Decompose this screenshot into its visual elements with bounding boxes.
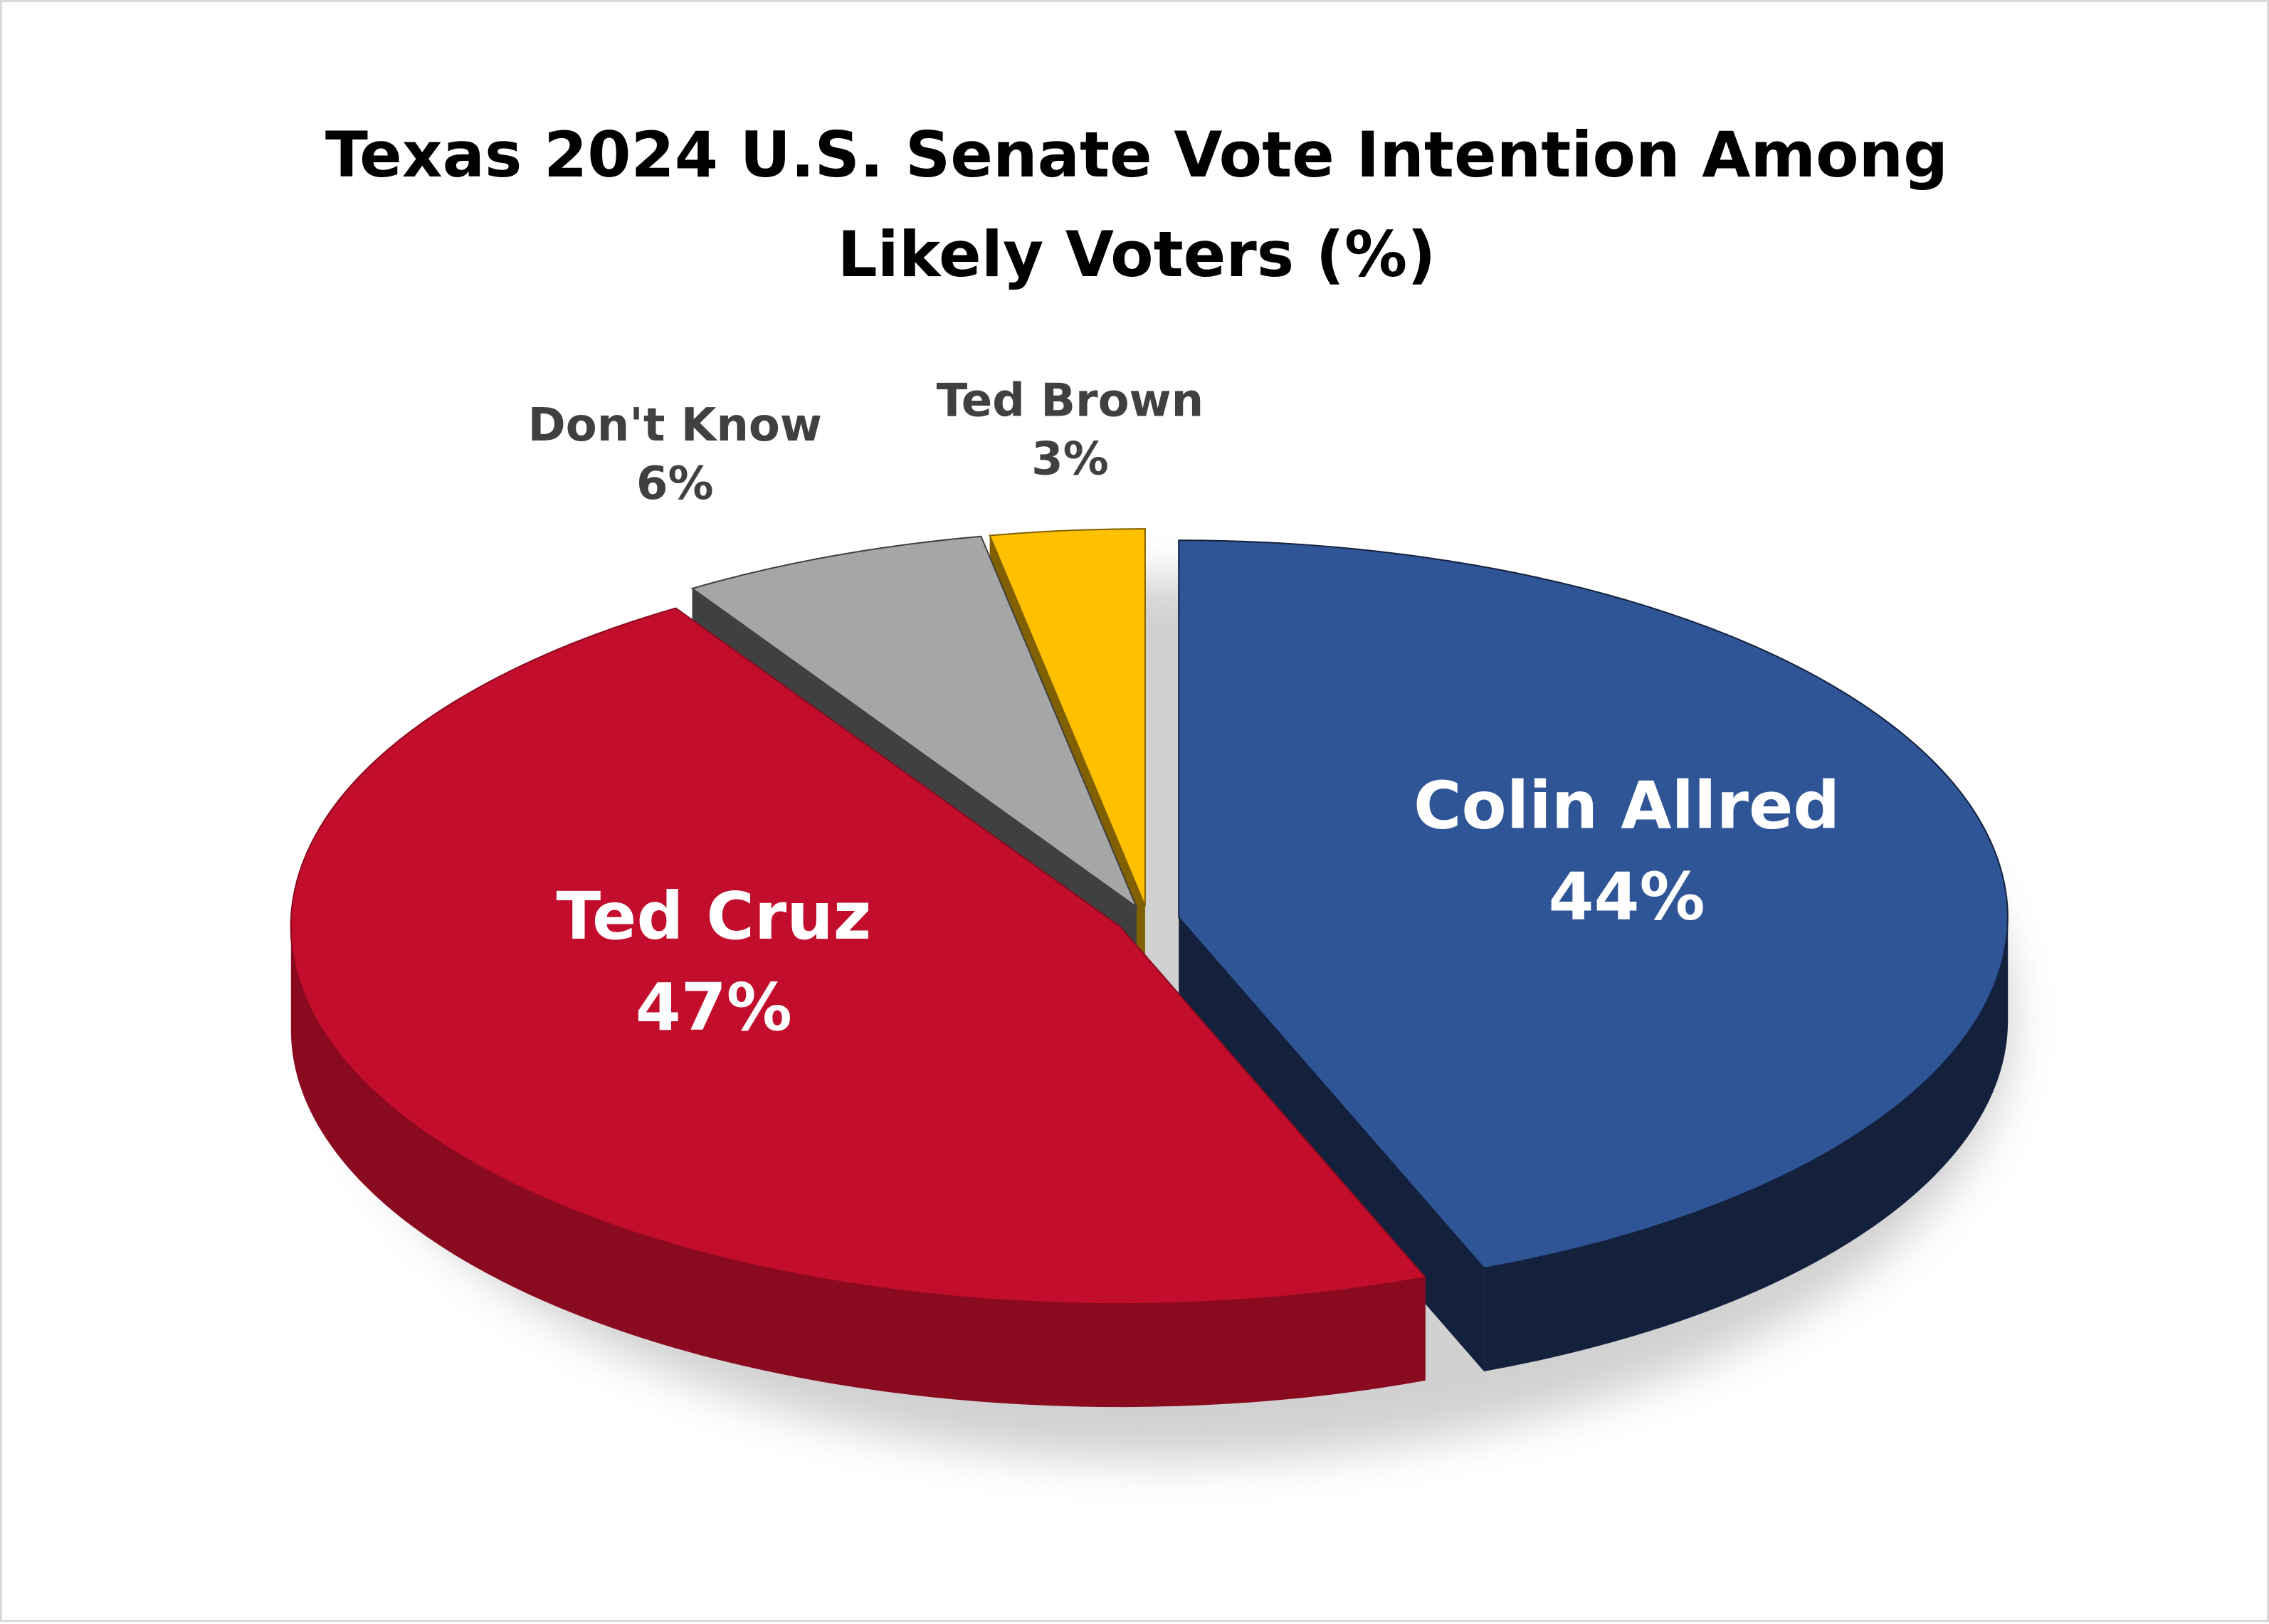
slice-ted-cruz bbox=[290, 607, 1427, 1408]
slice-colin-allred-side bbox=[1484, 917, 2009, 1371]
slice-ted-cruz-top bbox=[290, 607, 1427, 1305]
slice-label-ted-cruz: Ted Cruz bbox=[557, 878, 872, 954]
slice-value-colin-allred: 44% bbox=[1548, 859, 1705, 935]
slice-don-t-know-top bbox=[690, 535, 1139, 909]
slice-label-don-t-know: Don't Know bbox=[528, 399, 822, 452]
chart-title-line-1: Texas 2024 U.S. Senate Vote Intention Am… bbox=[325, 118, 1949, 191]
slice-colin-allred-top bbox=[1178, 539, 2009, 1270]
chart-title: Texas 2024 U.S. Senate Vote Intention Am… bbox=[2, 105, 2269, 305]
slice-value-ted-cruz: 47% bbox=[636, 969, 792, 1045]
slice-value-ted-brown: 3% bbox=[1031, 433, 1109, 485]
slice-ted-cruz-side bbox=[290, 927, 1426, 1408]
slice-ted-brown-top bbox=[989, 528, 1146, 907]
chart-title-line-2: Likely Voters (%) bbox=[837, 218, 1436, 291]
pie-labels: Colin Allred 44% Ted Cruz 47% Don't Know 6% Te… bbox=[528, 374, 1841, 1045]
slice-label-colin-allred: Colin Allred bbox=[1413, 768, 1840, 844]
pie-slices bbox=[290, 528, 2009, 1408]
slice-label-ted-brown: Ted Brown bbox=[937, 374, 1204, 427]
slice-value-don-t-know: 6% bbox=[636, 458, 714, 510]
